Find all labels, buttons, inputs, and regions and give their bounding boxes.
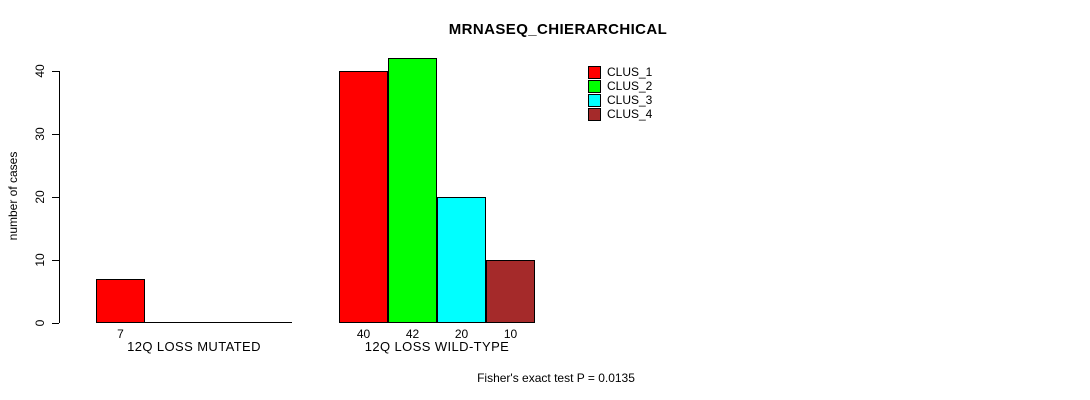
clus_2-swatch-icon [588,79,601,93]
legend-item: CLUS_4 [588,107,652,121]
clus_3-swatch-icon [588,93,601,107]
y-tick [52,197,59,198]
legend-item: CLUS_1 [588,65,652,79]
y-axis-line [59,70,60,323]
bar-clus_2 [388,57,437,323]
bar-clus_4 [486,259,535,323]
footer-note: Fisher's exact test P = 0.0135 [477,371,635,385]
legend-item: CLUS_3 [588,93,652,107]
y-tick [52,260,59,261]
legend-item-label: CLUS_3 [607,93,653,107]
bar-clus_3 [437,196,486,323]
legend-item-label: CLUS_1 [607,65,653,79]
bar-clus_1 [96,278,145,323]
legend-item: CLUS_2 [588,79,652,93]
y-tick [52,323,59,324]
legend: CLUS_1 CLUS_2 CLUS_3 CLUS_4 [588,65,652,121]
y-tick-label: 10 [33,253,47,267]
y-tick [52,134,59,135]
y-tick-label: 0 [33,319,47,327]
y-tick-label: 20 [33,190,47,204]
bar-zero-clus_4 [243,322,292,323]
legend-item-label: CLUS_4 [607,107,653,121]
y-tick-label: 40 [33,64,47,78]
chart-title: MRNASEQ_CHIERARCHICAL [448,21,668,38]
bar-value-label: 40 [356,327,371,341]
bar-value-label: 7 [117,327,124,341]
bar-value-label: 20 [454,327,469,341]
clus_4-swatch-icon [588,107,601,121]
bar-value-label: 10 [503,327,518,341]
x-category-label: 12Q LOSS WILD-TYPE [364,339,510,354]
bar-clus_1 [339,70,388,323]
x-category-label: 12Q LOSS MUTATED [127,339,261,354]
clus_1-swatch-icon [588,65,601,79]
bar-value-label: 42 [405,327,420,341]
y-axis-label: number of cases [6,151,20,241]
bar-zero-clus_2 [145,322,194,323]
y-tick-label: 30 [33,127,47,141]
legend-item-label: CLUS_2 [607,79,653,93]
y-tick [52,71,59,72]
bar-zero-clus_3 [194,322,243,323]
